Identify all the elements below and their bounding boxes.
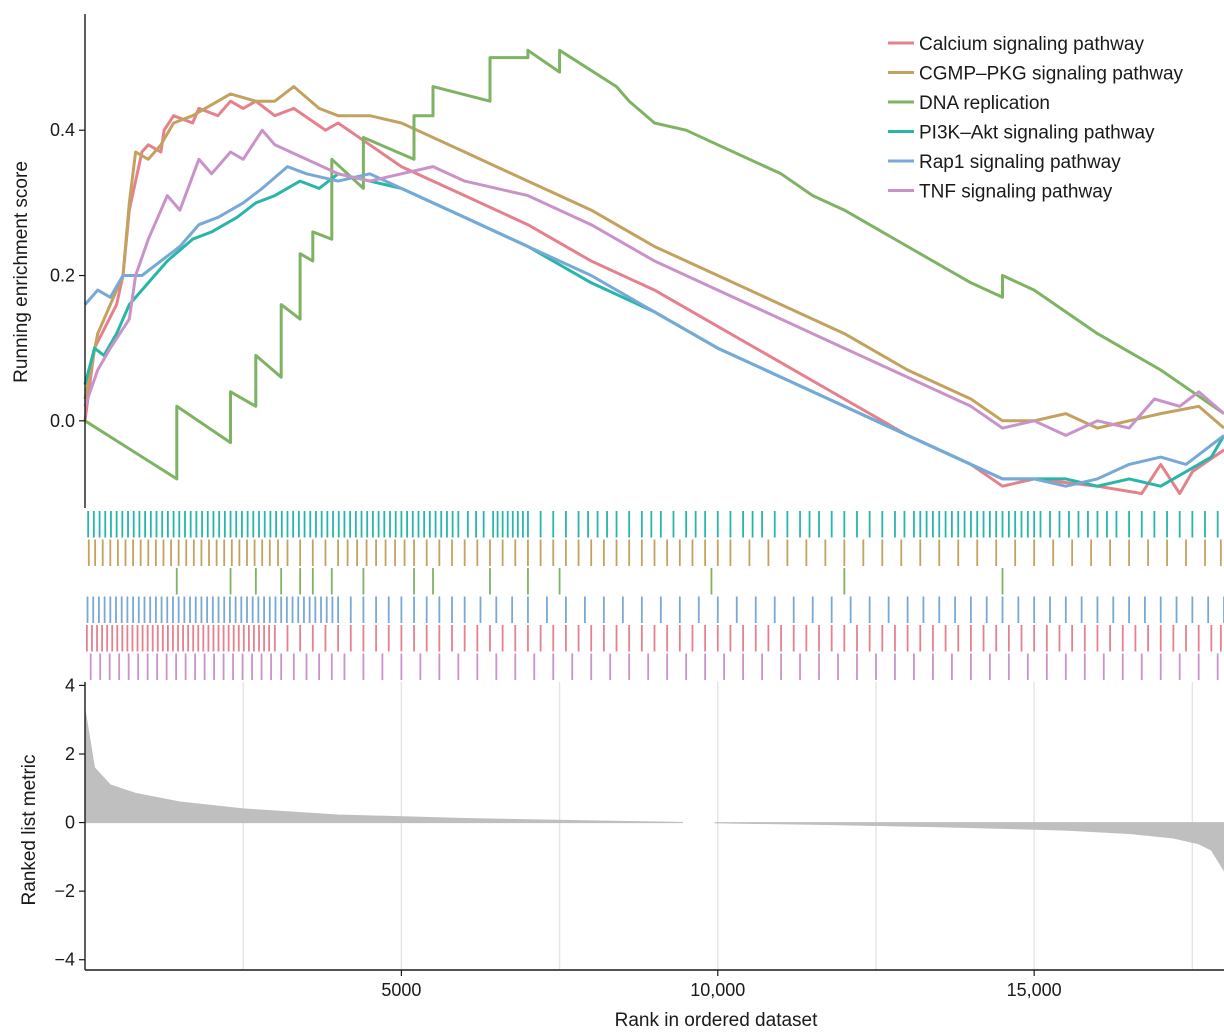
enrichment-line-tnf-signaling-pathway (83, 128, 1224, 437)
ranked-metric-area (84, 709, 1224, 872)
legend-item-pi3k-akt-signaling-pathway: PI3K–Akt signaling pathway (888, 123, 1155, 144)
legend-label: Rap1 signaling pathway (919, 152, 1121, 173)
legend-label: DNA replication (919, 93, 1050, 114)
ranked-y-axis-title: Ranked list metric (19, 755, 40, 906)
legend-label: TNF signaling pathway (919, 182, 1113, 203)
legend-item-tnf-signaling-pathway: TNF signaling pathway (888, 182, 1113, 203)
enrichment-line-calcium-signaling-pathway (83, 99, 1224, 495)
x-tick-label: 15,000 (1007, 980, 1062, 1000)
enrichment-line-rap1-signaling-pathway (83, 165, 1224, 488)
legend-item-rap1-signaling-pathway: Rap1 signaling pathway (888, 152, 1121, 173)
ranked-y-tick-label: 2 (65, 744, 75, 764)
legend-label: Calcium signaling pathway (919, 34, 1144, 55)
legend-item-cgmp-pkg-signaling-pathway: CGMP–PKG signaling pathway (888, 64, 1184, 85)
x-tick-label: 10,000 (690, 980, 745, 1000)
ranked-y-tick-label: −4 (54, 950, 75, 970)
ranked-y-tick-label: −2 (54, 881, 75, 901)
hit-row-pi3k-akt-signaling-pathway (87, 511, 1219, 538)
ranked-y-tick-label: 4 (65, 675, 75, 695)
x-tick-label: 5000 (381, 980, 421, 1000)
x-axis: 5000 10,000 15,000 (85, 969, 1224, 1000)
enrichment-y-tick-label: 0.2 (50, 266, 75, 286)
enrichment-y-axis: 0.0 0.2 0.4 (50, 14, 86, 508)
ranked-y-tick-label: 0 (65, 813, 75, 833)
hit-row-cgmp-pkg-signaling-pathway (87, 539, 1222, 566)
legend-label: PI3K–Akt signaling pathway (919, 123, 1155, 144)
legend: Calcium signaling pathway CGMP–PKG signal… (888, 34, 1184, 203)
ranked-y-axis: −4 −2 0 2 4 (54, 675, 86, 970)
hit-row-dna-replication (175, 568, 1004, 595)
enrichment-line-dna-replication (84, 48, 1224, 481)
legend-label: CGMP–PKG signaling pathway (919, 64, 1184, 85)
enrichment-curves (83, 48, 1224, 495)
hit-row-tnf-signaling-pathway (89, 653, 1219, 680)
ranked-metric-gap (682, 819, 715, 826)
enrichment-y-tick-label: 0.4 (50, 120, 75, 140)
legend-item-calcium-signaling-pathway: Calcium signaling pathway (888, 34, 1144, 55)
ranked-metric-fill (84, 709, 1224, 872)
gene-hit-rows (85, 511, 1224, 680)
enrichment-line-pi3k-akt-signaling-pathway (83, 172, 1224, 488)
x-axis-title: Rank in ordered dataset (615, 1010, 819, 1031)
legend-item-dna-replication: DNA replication (888, 93, 1050, 114)
hit-row-calcium-signaling-pathway (85, 625, 1222, 652)
enrichment-y-tick-label: 0.0 (50, 411, 75, 431)
enrichment-y-axis-title: Running enrichment score (11, 161, 32, 383)
hit-row-rap1-signaling-pathway (86, 596, 1224, 623)
